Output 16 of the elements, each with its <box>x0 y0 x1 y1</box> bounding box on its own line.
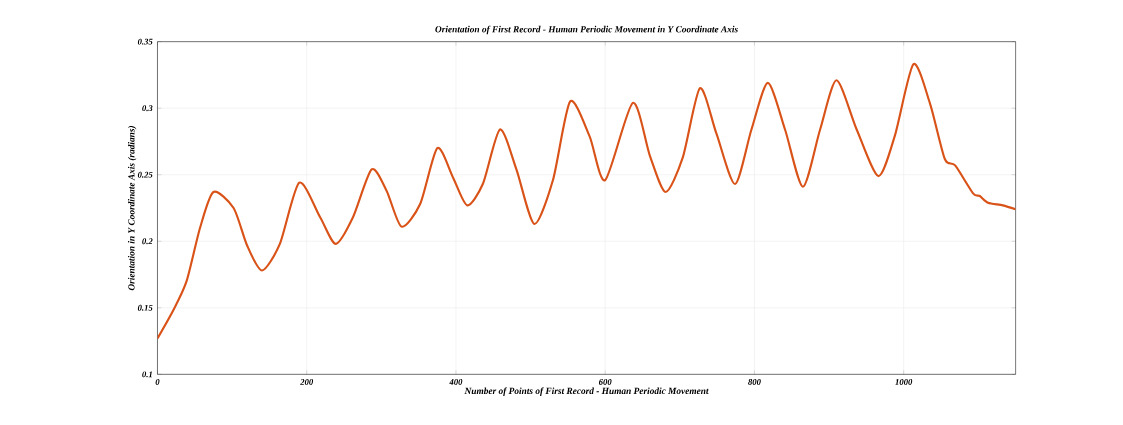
y-tick-label: 0.35 <box>137 38 153 45</box>
x-axis-title: Number of Points of First Record - Human Periodic Movement <box>464 387 709 396</box>
line-series <box>157 63 1016 340</box>
y-axis-title: Orientation in Y Coordinate Axis (radians) <box>127 126 137 291</box>
x-tick-label: 800 <box>748 379 761 385</box>
y-tick-label: 0.25 <box>137 171 153 178</box>
x-tick-label: 600 <box>598 379 612 385</box>
y-tick-label: 0.2 <box>142 238 153 245</box>
y-tick-label: 0.15 <box>137 304 153 311</box>
chart-title: Orientation of First Record - Human Periodic Movement in Y Coordinate Axis <box>435 25 738 35</box>
x-tick-label: 1000 <box>895 379 913 385</box>
x-tick-label: 400 <box>449 379 463 385</box>
x-tick-label: 0 <box>155 379 160 385</box>
x-tick-label: 200 <box>300 379 314 385</box>
y-tick-label: 0.1 <box>142 371 152 378</box>
y-tick-label: 0.3 <box>142 105 153 112</box>
